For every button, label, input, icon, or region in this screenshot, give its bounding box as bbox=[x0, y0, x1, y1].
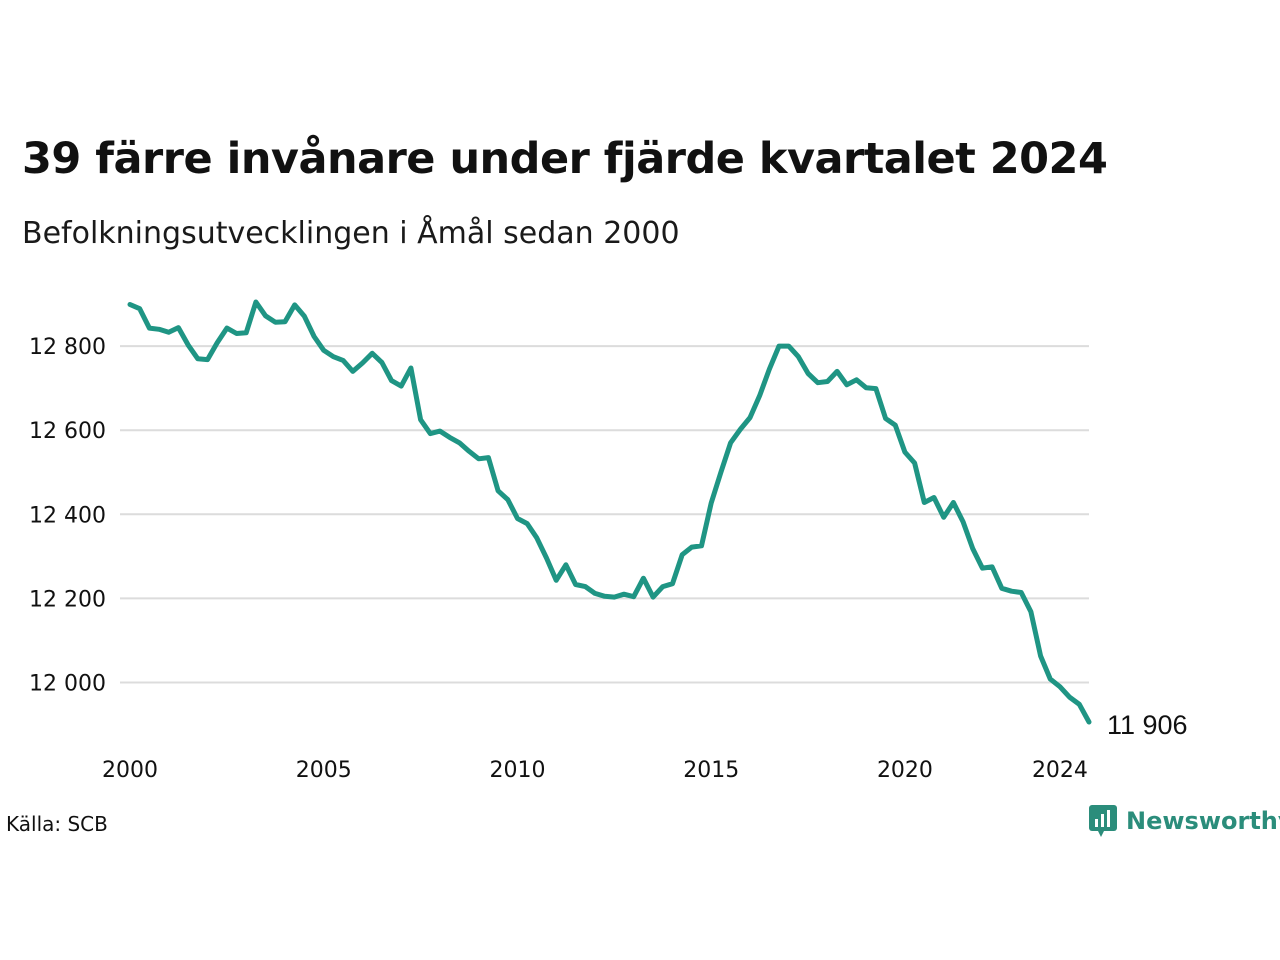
end-value-label: 11 906 bbox=[1107, 710, 1188, 740]
y-tick-label: 12 800 bbox=[29, 335, 106, 360]
brand-name: Newsworthy bbox=[1126, 807, 1280, 835]
source-note: Källa: SCB bbox=[6, 812, 108, 836]
population-line bbox=[127, 299, 1092, 725]
y-tick-label: 12 200 bbox=[29, 587, 106, 612]
x-tick-label: 2015 bbox=[683, 758, 739, 783]
x-tick-label: 2024 bbox=[1032, 758, 1088, 783]
x-tick-label: 2010 bbox=[489, 758, 545, 783]
y-tick-label: 12 400 bbox=[29, 503, 106, 528]
y-tick-label: 12 600 bbox=[29, 419, 106, 444]
chart-subtitle: Befolkningsutvecklingen i Åmål sedan 200… bbox=[22, 216, 680, 251]
newsworthy-logo-icon bbox=[1089, 805, 1117, 837]
x-tick-label: 2005 bbox=[296, 758, 352, 783]
x-tick-label: 2000 bbox=[102, 758, 158, 783]
newsworthy-logo: Newsworthy bbox=[1088, 804, 1280, 838]
x-tick-label: 2020 bbox=[877, 758, 933, 783]
chart-title: 39 färre invånare under fjärde kvartalet… bbox=[22, 134, 1108, 184]
y-tick-label: 12 000 bbox=[29, 671, 106, 696]
